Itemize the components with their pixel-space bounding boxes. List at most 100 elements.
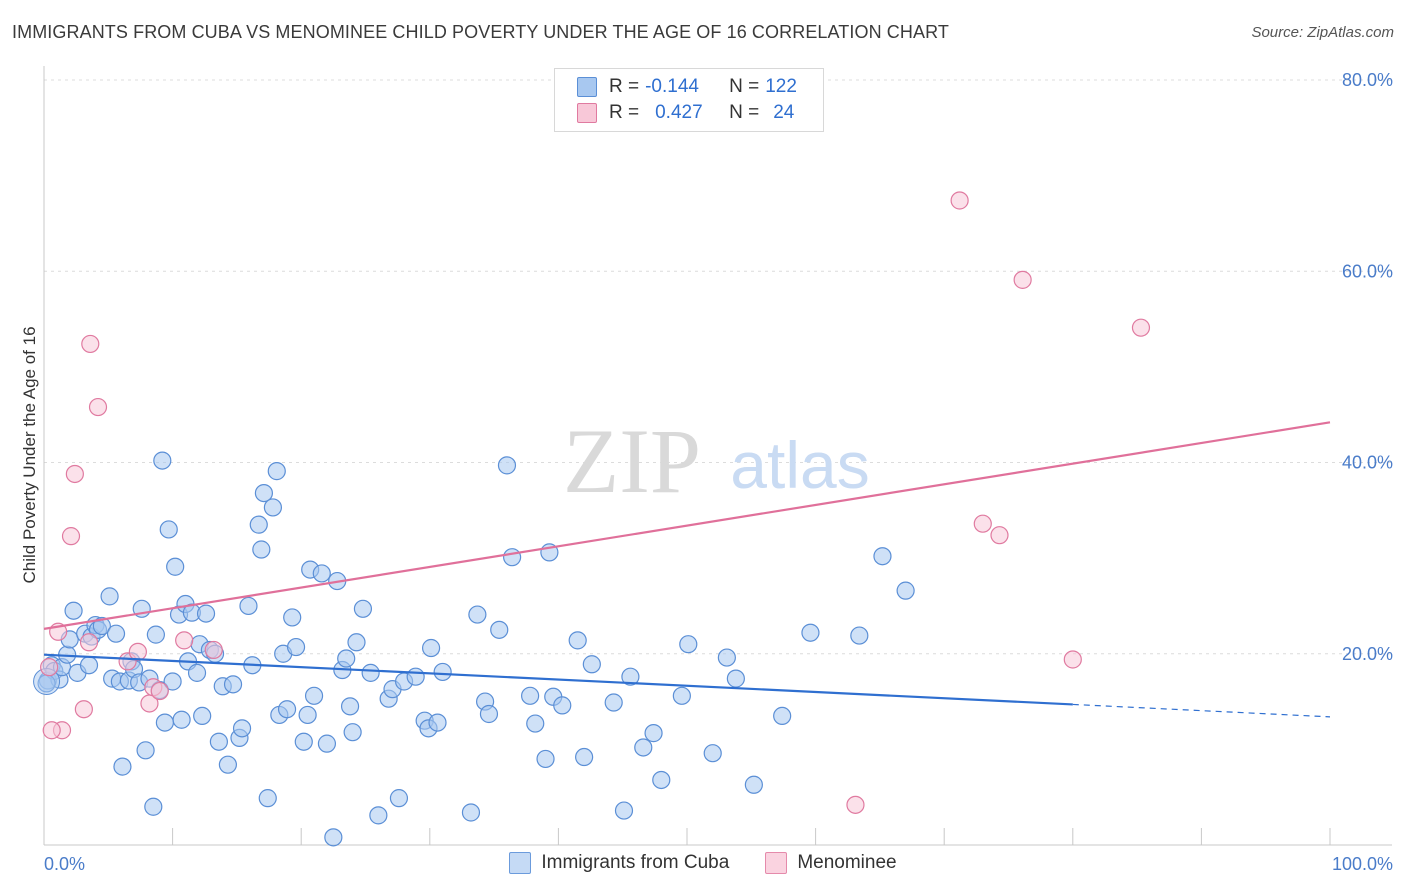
point-menominee xyxy=(150,681,169,701)
point-cuba xyxy=(717,648,736,667)
point-cuba xyxy=(155,713,174,732)
point-cuba xyxy=(773,706,792,726)
legend-swatch-menominee xyxy=(577,103,597,123)
point-menominee xyxy=(79,633,99,652)
point-cuba xyxy=(277,700,297,719)
legend-item-menominee: Menominee xyxy=(765,852,897,874)
point-cuba xyxy=(389,789,409,808)
point-cuba xyxy=(252,540,271,559)
point-cuba xyxy=(193,706,212,726)
point-cuba xyxy=(497,456,517,475)
point-cuba xyxy=(634,738,653,757)
tick-labels: 20.0% 40.0% 60.0% 80.0% 0.0% 100.0% xyxy=(44,70,1393,874)
point-cuba xyxy=(433,662,452,682)
point-menominee xyxy=(128,642,147,661)
point-cuba xyxy=(604,693,623,712)
legend-swatch-menominee xyxy=(765,852,788,874)
point-cuba xyxy=(503,548,522,567)
point-cuba xyxy=(106,624,126,643)
point-menominee xyxy=(1013,270,1032,289)
point-cuba xyxy=(196,604,216,623)
point-cuba xyxy=(421,638,441,658)
point-menominee xyxy=(65,464,84,484)
point-cuba xyxy=(79,656,99,675)
point-cuba xyxy=(652,770,671,790)
point-cuba xyxy=(406,667,425,686)
point-cuba xyxy=(369,806,388,825)
point-cuba xyxy=(340,697,360,716)
legend-swatch-cuba xyxy=(509,852,532,874)
point-cuba xyxy=(468,605,487,624)
point-cuba xyxy=(113,757,132,776)
point-cuba xyxy=(461,803,481,822)
legend-n-label: N = xyxy=(729,102,760,123)
point-cuba xyxy=(159,520,178,539)
point-cuba xyxy=(64,601,83,620)
legend-row-menominee: R = 0.427 N = 24 xyxy=(577,100,794,126)
point-cuba xyxy=(490,620,509,639)
point-cuba xyxy=(353,599,373,618)
series-menominee-points xyxy=(40,191,1151,814)
point-cuba xyxy=(873,547,892,566)
point-cuba xyxy=(347,633,366,652)
point-cuba xyxy=(153,451,172,470)
point-cuba xyxy=(232,719,252,738)
point-menominee xyxy=(61,527,81,546)
point-cuba xyxy=(568,631,587,650)
point-cuba xyxy=(479,704,499,724)
point-cuba xyxy=(298,705,317,725)
point-cuba xyxy=(526,714,545,733)
point-cuba xyxy=(218,755,237,774)
chart-title: IMMIGRANTS FROM CUBA VS MENOMINEE CHILD … xyxy=(12,22,949,42)
point-menominee xyxy=(175,631,194,650)
point-menominee xyxy=(74,700,93,719)
legend-n-label: N = xyxy=(729,76,760,97)
watermark-zip: ZIP xyxy=(563,410,701,512)
point-cuba xyxy=(172,710,191,729)
point-menominee xyxy=(88,397,108,417)
point-menominee xyxy=(1131,318,1151,337)
point-cuba xyxy=(254,484,274,503)
legend-n-value-menominee: 24 xyxy=(773,102,795,123)
x-tick-label: 100.0% xyxy=(1332,854,1393,874)
point-cuba xyxy=(679,635,698,654)
point-cuba xyxy=(361,663,380,682)
point-cuba xyxy=(536,749,555,769)
point-cuba xyxy=(428,713,447,732)
y-tick-label: 80.0% xyxy=(1342,70,1393,90)
point-cuba xyxy=(209,732,228,751)
point-cuba xyxy=(672,686,691,705)
point-cuba xyxy=(286,637,306,657)
point-cuba xyxy=(249,515,268,534)
point-cuba xyxy=(343,723,362,742)
point-cuba xyxy=(267,462,286,481)
legend-r-value-cuba: -0.144 xyxy=(645,76,699,97)
point-cuba xyxy=(166,557,185,576)
point-cuba xyxy=(144,797,163,816)
legend-n-value-cuba: 122 xyxy=(765,76,797,97)
point-cuba xyxy=(801,623,820,642)
gridlines xyxy=(44,79,1392,655)
point-menominee xyxy=(846,795,865,814)
series-legend: Immigrants from Cuba Menominee xyxy=(0,852,1406,874)
point-cuba xyxy=(136,741,155,760)
point-cuba xyxy=(521,686,540,705)
watermark: ZIP atlas xyxy=(563,410,870,512)
point-cuba xyxy=(744,775,763,794)
point-cuba xyxy=(187,663,207,682)
point-cuba xyxy=(239,596,258,616)
point-cuba xyxy=(644,724,663,743)
series-cuba-points xyxy=(33,451,915,847)
point-cuba xyxy=(223,675,243,694)
point-cuba xyxy=(896,581,915,600)
trend-line-cuba-extension xyxy=(1072,703,1331,718)
point-menominee xyxy=(42,721,61,740)
legend-swatch-cuba xyxy=(577,77,597,97)
point-menominee xyxy=(81,334,100,354)
point-cuba xyxy=(850,626,869,645)
point-cuba xyxy=(100,587,119,606)
point-cuba xyxy=(163,672,182,691)
point-cuba xyxy=(263,498,283,517)
legend-r-label: R = xyxy=(609,76,640,97)
